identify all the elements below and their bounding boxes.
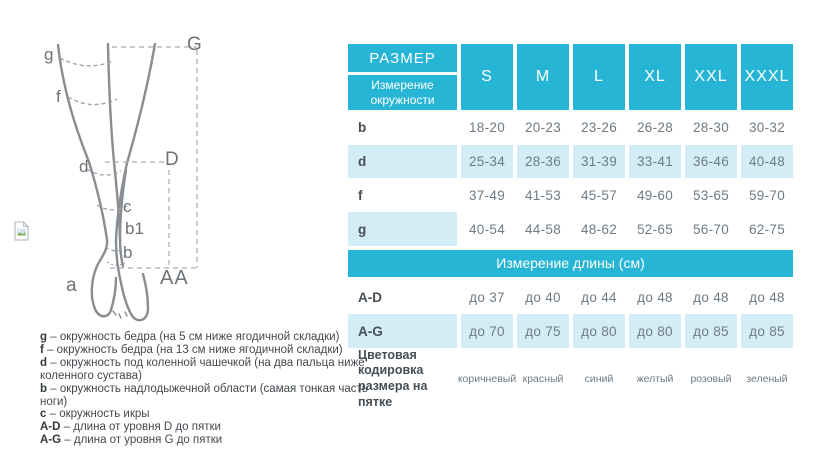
- cell-value: до 85: [685, 314, 737, 348]
- row-label-a-g: A-G: [348, 314, 457, 348]
- cell-value: 30-32: [748, 120, 786, 135]
- legend-text: – окружность надлодыжечной области (сама…: [40, 382, 368, 408]
- cell-value: 28-36: [517, 145, 569, 178]
- size-header-xxxl: XXXL: [741, 44, 793, 110]
- legend-item: b – окружность надлодыжечной области (са…: [40, 383, 372, 409]
- cell-value: 59-70: [748, 187, 786, 203]
- row-label-b: b: [358, 120, 367, 135]
- cell-value: до 75: [517, 314, 569, 348]
- cell-value: 40-48: [741, 145, 793, 178]
- diagram-label-b: b: [123, 243, 133, 262]
- legend-item: f – окружность бедра (на 13 см ниже ягод…: [40, 344, 372, 357]
- row-label-d: d: [348, 145, 457, 178]
- legend-item: g – окружность бедра (на 5 см ниже ягоди…: [40, 331, 372, 344]
- legend-key: A-D: [40, 421, 61, 434]
- legend-text: – окружность икры: [49, 408, 150, 421]
- diagram-label-f: f: [56, 87, 61, 106]
- heel-color-value: зеленый: [746, 373, 788, 385]
- cell-value: 33-41: [629, 145, 681, 178]
- row-label-a-d: A-D: [358, 289, 382, 305]
- cell-value: 52-65: [636, 221, 674, 237]
- broken-image-icon: [14, 221, 29, 241]
- row-label-f: f: [358, 187, 363, 203]
- size-header-s: S: [461, 44, 513, 110]
- cell-value: 53-65: [692, 187, 730, 203]
- heel-color-value: коричневый: [457, 373, 517, 385]
- legend-item: d – окружность под коленной чашечкой (на…: [40, 357, 372, 383]
- cell-value: до 48: [637, 289, 673, 305]
- cell-value: 18-20: [468, 120, 506, 135]
- cell-value: 37-49: [468, 187, 506, 203]
- diagram-label-D: D: [165, 149, 179, 170]
- cell-value: до 37: [469, 289, 505, 305]
- cell-value: до 44: [581, 289, 617, 305]
- diagram-label-c: c: [123, 197, 132, 216]
- length-measurement-banner: Измерение длины (см): [348, 249, 793, 277]
- legend-key: d: [40, 356, 48, 369]
- heel-color-value: красный: [522, 373, 564, 385]
- cell-value: 36-46: [685, 145, 737, 178]
- cell-value: 23-26: [580, 120, 618, 135]
- cell-value: до 80: [629, 314, 681, 348]
- circumference-header: Измерение окружности: [348, 75, 457, 110]
- legend-key: A-G: [40, 434, 62, 447]
- cell-value: до 48: [693, 289, 729, 305]
- cell-value: 49-60: [636, 187, 674, 203]
- size-header-m: M: [517, 44, 569, 110]
- legend-text: – окружность под коленной чашечкой (на д…: [40, 356, 365, 382]
- legend-text: – длина от уровня D до пятки: [63, 421, 221, 434]
- cell-value: до 80: [573, 314, 625, 348]
- cell-value: 45-57: [580, 187, 618, 203]
- legend-text: – окружность бедра (на 13 см ниже ягодич…: [47, 343, 343, 356]
- cell-value: 44-58: [524, 221, 562, 237]
- legend-key: b: [40, 382, 48, 395]
- diagram-label-d: d: [79, 157, 89, 176]
- cell-value: 26-28: [636, 120, 674, 135]
- cell-value: 62-75: [748, 221, 786, 237]
- diagram-label-g: g: [44, 45, 54, 64]
- size-table: РАЗМЕР Измерение окружности S M L XL XXL…: [348, 44, 793, 410]
- cell-value: 56-70: [692, 221, 730, 237]
- cell-value: 31-39: [573, 145, 625, 178]
- cell-value: 28-30: [692, 120, 730, 135]
- heel-color-value: желтый: [636, 373, 674, 385]
- legend-text: – длина от уровня G до пятки: [64, 434, 223, 447]
- diagram-label-G: G: [187, 34, 202, 55]
- cell-value: 48-62: [580, 221, 618, 237]
- cell-value: 41-53: [524, 187, 562, 203]
- legend-text: – окружность бедра (на 5 см ниже ягодичн…: [50, 331, 340, 343]
- table-corner-header: РАЗМЕР Измерение окружности: [348, 44, 457, 110]
- cell-value: до 40: [525, 289, 561, 305]
- cell-value: до 70: [461, 314, 513, 348]
- cell-value: 25-34: [461, 145, 513, 178]
- cell-value: 20-23: [524, 120, 562, 135]
- cell-value: до 85: [741, 314, 793, 348]
- legend-item: c – окружность икры: [40, 408, 372, 421]
- diagram-label-a: a: [66, 275, 77, 296]
- cell-value: до 48: [749, 289, 785, 305]
- heel-color-row-label: Цветовая кодировка размера на пятке: [358, 347, 428, 409]
- legend-key: c: [40, 408, 47, 421]
- heel-color-value: розовый: [690, 373, 732, 385]
- legend-key: f: [40, 343, 44, 356]
- cell-value: 40-54: [468, 221, 506, 237]
- legend-item: A-G – длина от уровня G до пятки: [40, 434, 372, 447]
- size-header-xxl: XXL: [685, 44, 737, 110]
- heel-color-value: синий: [584, 373, 614, 385]
- table-title: РАЗМЕР: [348, 44, 457, 72]
- leg-measurement-diagram: g G f d D c b1 b a AA: [0, 0, 345, 330]
- row-label-g: g: [348, 212, 457, 246]
- size-header-xl: XL: [629, 44, 681, 110]
- diagram-label-AA: AA: [160, 267, 189, 289]
- legend-item: A-D – длина от уровня D до пятки: [40, 421, 372, 434]
- size-header-l: L: [573, 44, 625, 110]
- diagram-label-b1: b1: [125, 219, 144, 238]
- measurement-legend: g – окружность бедра (на 5 см ниже ягоди…: [40, 331, 372, 447]
- leg-diagram-drawing: [56, 42, 200, 322]
- legend-key: g: [40, 331, 48, 343]
